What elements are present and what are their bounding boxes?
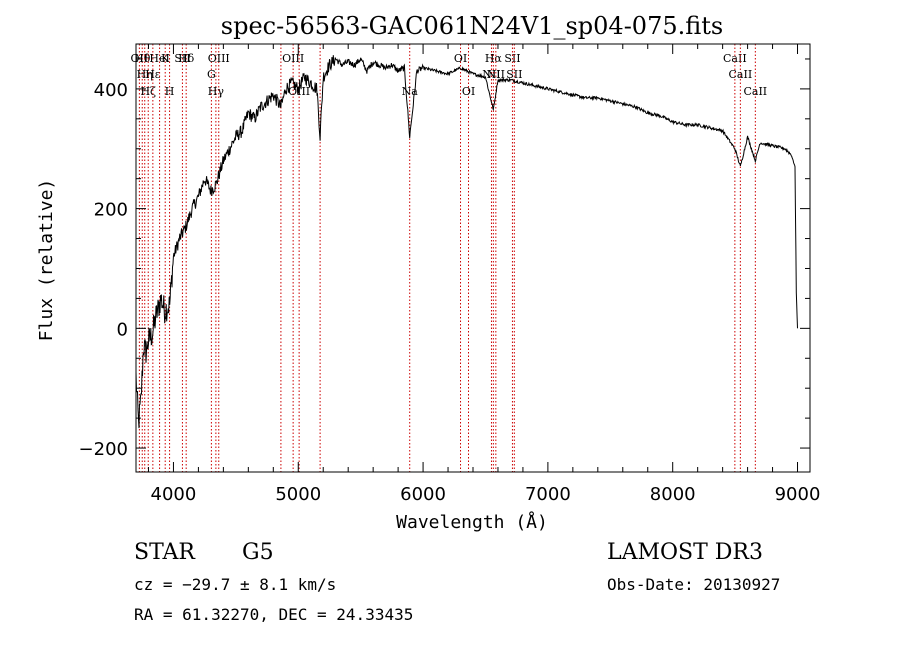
y-tick-label: −200 <box>79 439 128 460</box>
y-axis-label: Flux (relative) <box>36 179 57 342</box>
line-label: OIII <box>282 52 304 65</box>
line-label: OI <box>462 85 475 98</box>
line-label: Hε <box>145 68 161 81</box>
y-tick-label: 400 <box>94 80 128 101</box>
line-label: CaII <box>743 85 767 98</box>
velocity-readout: cz = −29.7 ± 8.1 km/s <box>134 575 337 594</box>
line-label: OI <box>454 52 467 65</box>
line-label: NII <box>487 68 505 81</box>
spectrum-series <box>135 55 798 429</box>
x-tick-label: 7000 <box>525 484 571 505</box>
x-tick-label: 6000 <box>400 484 446 505</box>
line-label: OIII <box>208 52 230 65</box>
line-label: Hζ <box>140 85 156 98</box>
line-label: HeI <box>149 52 169 65</box>
line-label: Hα <box>485 52 503 65</box>
chart-title: spec-56563-GAC061N24V1_sp04-075.fits <box>221 12 723 40</box>
line-label: SII <box>504 52 520 65</box>
axis-ticks: 4000 5000 6000 7000 8000 9000 −200 0 200 400 <box>79 44 821 505</box>
x-tick-label: 8000 <box>650 484 696 505</box>
line-label: Hδ <box>178 52 195 65</box>
line-label: SII <box>506 68 522 81</box>
obs-date: Obs-Date: 20130927 <box>607 575 781 594</box>
line-label: CaII <box>723 52 747 65</box>
plot-frame <box>135 43 811 473</box>
y-tick-label: 0 <box>117 319 128 340</box>
line-label: K <box>161 52 170 65</box>
object-subclass: G5 <box>242 540 274 565</box>
x-tick-label: 4000 <box>151 484 197 505</box>
line-label: H <box>165 85 175 98</box>
line-label: G <box>207 68 216 81</box>
coordinates: RA = 61.32270, DEC = 24.33435 <box>134 605 414 624</box>
line-label: CaII <box>729 68 753 81</box>
x-tick-label: 5000 <box>275 484 321 505</box>
survey-name: LAMOST DR3 <box>607 540 763 565</box>
object-class: STAR <box>134 540 195 565</box>
line-label: Hθ <box>134 52 151 65</box>
y-tick-label: 200 <box>94 200 128 221</box>
x-tick-label: 9000 <box>775 484 821 505</box>
spectrum-line <box>135 55 798 429</box>
line-label: NII <box>482 68 500 81</box>
line-label: Hη <box>137 68 153 81</box>
x-axis-label: Wavelength (Å) <box>396 511 548 533</box>
line-label: Hγ <box>208 85 225 98</box>
